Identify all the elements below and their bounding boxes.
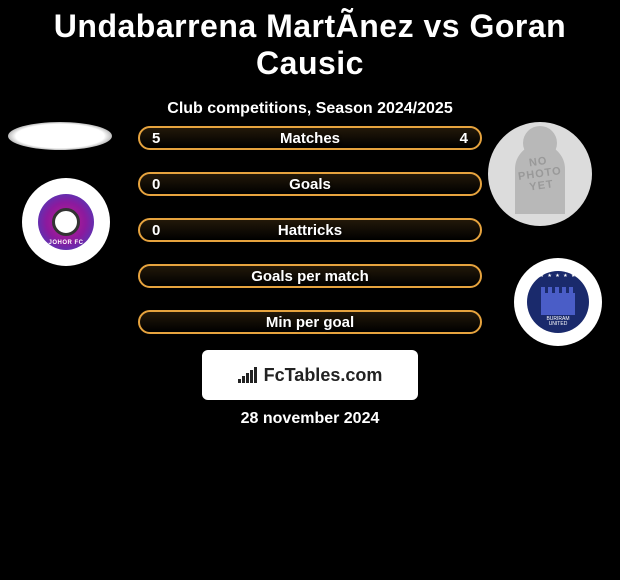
stat-label: Hattricks (278, 222, 342, 239)
footer-brand-text: FcTables.com (264, 365, 383, 386)
stat-row-min-per-goal: Min per goal (138, 310, 482, 334)
stat-row-matches: 5 Matches 4 (138, 126, 482, 150)
stat-row-goals-per-match: Goals per match (138, 264, 482, 288)
stats-container: 5 Matches 4 0 Goals 0 Hattricks Goals pe… (138, 126, 482, 356)
stat-left-value: 0 (152, 176, 160, 193)
player-right-photo-placeholder: NOPHOTOYET (488, 122, 592, 226)
player-left-photo-placeholder (8, 122, 112, 150)
club-left-badge: JOHOR FC (22, 178, 110, 266)
page-title: Undabarrena MartÃ­nez vs Goran Causic (0, 0, 620, 82)
buriram-badge-label: BURIRAMUNITED (546, 317, 569, 327)
stat-label: Matches (280, 130, 340, 147)
stat-label: Min per goal (266, 314, 354, 331)
johor-badge-icon: JOHOR FC (38, 194, 94, 250)
stat-row-hattricks: 0 Hattricks (138, 218, 482, 242)
club-right-badge: ★ ★ ★ ★ ★ BURIRAMUNITED (514, 258, 602, 346)
stat-left-value: 5 (152, 130, 160, 147)
stat-right-value: 4 (460, 130, 468, 147)
bars-icon (238, 367, 258, 383)
player-right-avatar: NOPHOTOYET (488, 122, 592, 226)
stat-label: Goals (289, 176, 331, 193)
no-photo-label: NOPHOTOYET (516, 153, 565, 195)
johor-badge-label: JOHOR FC (48, 240, 83, 246)
footer-brand-logo[interactable]: FcTables.com (202, 350, 418, 400)
stat-left-value: 0 (152, 222, 160, 239)
player-left-avatar (8, 122, 112, 150)
buriram-badge-icon: ★ ★ ★ ★ ★ BURIRAMUNITED (527, 271, 589, 333)
subtitle: Club competitions, Season 2024/2025 (0, 100, 620, 118)
date-label: 28 november 2024 (0, 410, 620, 428)
stat-label: Goals per match (251, 268, 369, 285)
stat-row-goals: 0 Goals (138, 172, 482, 196)
